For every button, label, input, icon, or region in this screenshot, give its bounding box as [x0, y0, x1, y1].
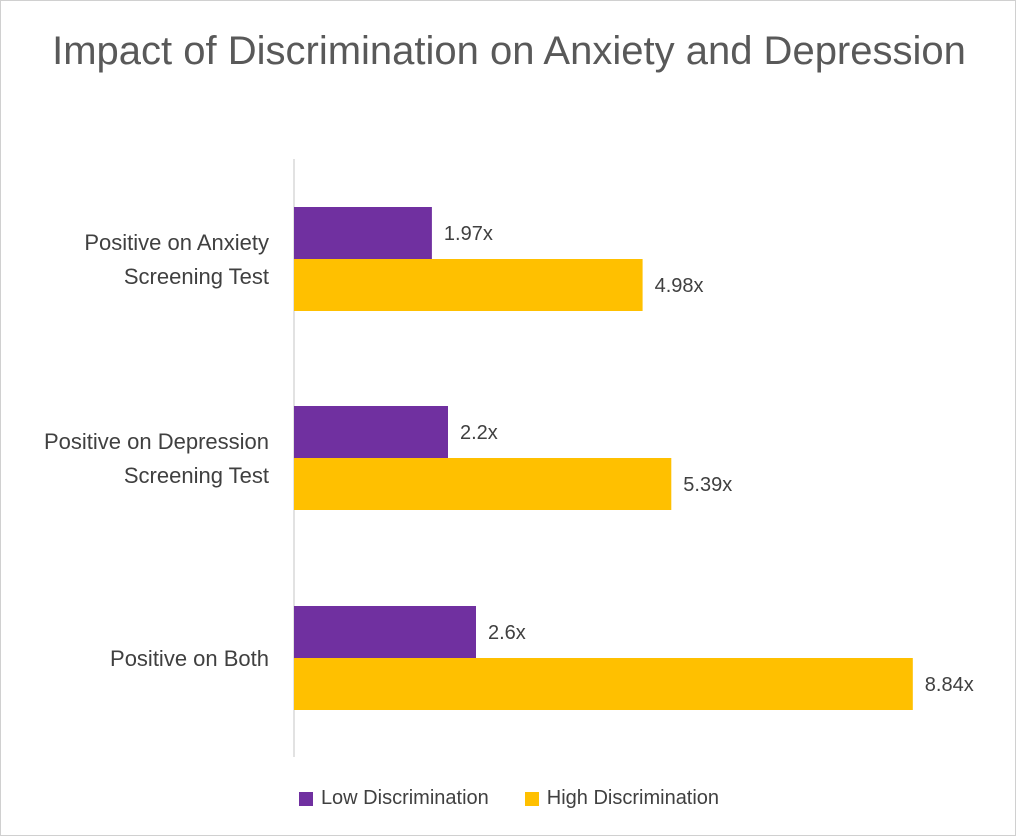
chart-title: Impact of Discrimination on Anxiety and …: [52, 29, 966, 73]
legend-item-high: High Discrimination: [524, 787, 720, 810]
data-label: 1.97x: [444, 223, 493, 245]
legend-label-high: High Discrimination: [546, 787, 720, 809]
category-label: Positive on Depression Screening Test: [44, 429, 269, 488]
legend-item-low: Low Discrimination: [298, 787, 489, 810]
legend-swatch-low: [298, 791, 313, 806]
data-label: 2.2x: [460, 422, 498, 444]
bar-low-discrimination: [294, 606, 476, 658]
data-label: 5.39x: [683, 474, 732, 496]
bar-low-discrimination: [294, 207, 432, 259]
data-label: 4.98x: [655, 275, 704, 297]
category-label: Positive on Anxiety Screening Test: [84, 230, 269, 289]
bar-high-discrimination: [294, 259, 643, 311]
category-label: Positive on Both: [110, 646, 269, 671]
legend-label-low: Low Discrimination: [320, 787, 489, 809]
data-label: 8.84x: [925, 674, 974, 696]
bar-high-discrimination: [294, 658, 913, 710]
data-label: 2.6x: [488, 622, 526, 644]
bar-high-discrimination: [294, 458, 672, 510]
chart-legend: Low Discrimination High Discrimination: [1, 787, 1016, 810]
bar-low-discrimination: [294, 406, 448, 458]
legend-swatch-high: [524, 791, 539, 806]
